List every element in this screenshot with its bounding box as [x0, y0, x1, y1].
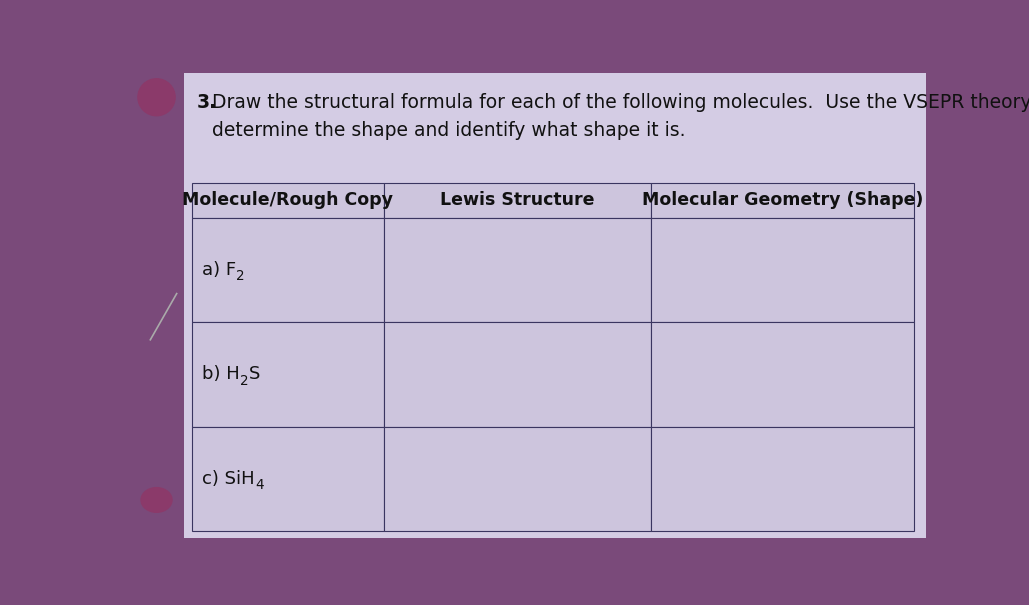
Circle shape [138, 79, 175, 116]
Text: determine the shape and identify what shape it is.: determine the shape and identify what sh… [212, 121, 685, 140]
Bar [650, 427, 915, 531]
Bar [650, 183, 915, 218]
Bar [192, 427, 384, 531]
Bar [650, 218, 915, 322]
Text: S: S [249, 365, 260, 384]
Text: b) H: b) H [203, 365, 240, 384]
Bar [384, 218, 650, 322]
Bar [129, 73, 184, 538]
Text: 4: 4 [255, 478, 263, 492]
Text: Molecular Geometry (Shape): Molecular Geometry (Shape) [642, 191, 923, 209]
Text: 2: 2 [240, 374, 249, 388]
Bar [192, 322, 384, 427]
Text: Molecule/Rough Copy: Molecule/Rough Copy [182, 191, 393, 209]
Text: Draw the structural formula for each of the following molecules.  Use the VSEPR : Draw the structural formula for each of … [212, 93, 1029, 111]
Bar [192, 218, 384, 322]
Bar [650, 322, 915, 427]
Text: 3.: 3. [197, 93, 217, 111]
Text: Lewis Structure: Lewis Structure [440, 191, 595, 209]
Text: c) SiH: c) SiH [203, 469, 255, 488]
Bar [192, 183, 384, 218]
Bar [384, 183, 650, 218]
Text: 2: 2 [237, 269, 245, 283]
Text: a) F: a) F [203, 261, 237, 280]
Ellipse shape [141, 488, 172, 512]
Bar [384, 427, 650, 531]
Bar [384, 322, 650, 427]
